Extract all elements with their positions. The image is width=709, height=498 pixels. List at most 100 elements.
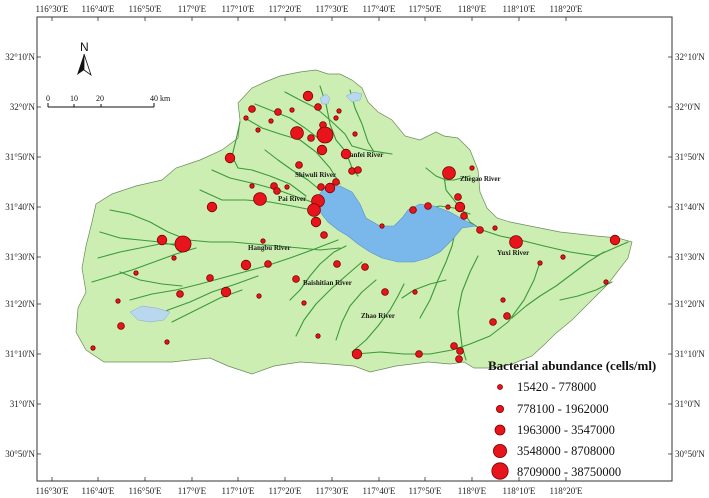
legend-symbol-4	[492, 443, 507, 458]
sampling-site-marker	[560, 254, 566, 260]
river-label-baishitian: Baishitian River	[303, 279, 352, 287]
sampling-site-marker	[243, 115, 249, 121]
sampling-site-marker	[224, 152, 236, 164]
lat-tick-label-right: 32°10'N	[675, 52, 705, 62]
lon-tick-label-top: 117°0'E	[178, 4, 207, 14]
sampling-site-marker	[292, 275, 300, 283]
lat-tick-label-right: 30°50'N	[675, 449, 705, 459]
sampling-site-marker	[268, 118, 274, 124]
sampling-site-marker	[412, 289, 418, 295]
reservoir-north	[345, 91, 363, 103]
lat-tick-label-left: 32°10'N	[5, 52, 35, 62]
sampling-site-marker	[509, 235, 523, 249]
lon-tick-label-bottom: 117°30'E	[316, 486, 349, 496]
sampling-site-marker	[476, 226, 484, 234]
chaohu-lake	[317, 185, 477, 263]
latitude-ticks-right: 32°10'N 32°0'N 31°50'N 31°40'N 31°30'N 31°20'…	[668, 52, 705, 459]
river-label-pai: Pai River	[278, 195, 306, 203]
sampling-site-marker	[249, 183, 255, 189]
scale-label-20: 20	[96, 94, 104, 103]
lon-tick-label-bottom: 118°20'E	[550, 486, 583, 496]
sampling-site-marker	[315, 333, 321, 339]
sampling-site-marker	[336, 108, 342, 114]
legend-label-4: 3548000 - 8708000	[517, 444, 615, 458]
lat-tick-label-left: 31°10'N	[5, 349, 35, 359]
sampling-site-marker	[290, 126, 304, 140]
sampling-site-marker	[302, 90, 314, 102]
legend-label-1: 15420 - 778000	[517, 380, 596, 394]
sampling-site-marker	[332, 178, 340, 186]
sampling-site-marker	[333, 115, 339, 121]
lon-tick-label-bottom: 118°10'E	[503, 486, 536, 496]
sampling-site-marker	[442, 166, 456, 180]
sampling-site-marker	[316, 144, 328, 156]
legend-label-5: 8709000 - 38750000	[517, 465, 621, 479]
lat-tick-label-right: 32°0'N	[675, 102, 701, 112]
sampling-site-marker	[307, 203, 321, 217]
lat-tick-label-right: 31°20'N	[675, 299, 705, 309]
river-label-zhegao: Zhegao River	[460, 175, 501, 183]
lon-tick-label-top: 117°20'E	[269, 4, 302, 14]
sampling-site-marker	[295, 161, 303, 169]
sampling-site-marker	[220, 286, 232, 298]
sampling-site-marker	[289, 107, 295, 113]
lat-tick-label-right: 31°30'N	[675, 252, 705, 262]
sampling-site-marker	[164, 339, 170, 345]
sampling-site-marker	[253, 192, 267, 206]
sampling-site-marker	[450, 342, 458, 350]
sampling-site-marker	[133, 270, 139, 276]
sampling-site-marker	[351, 348, 363, 360]
lon-tick-label-bottom: 117°20'E	[269, 486, 302, 496]
sampling-site-marker	[415, 350, 423, 358]
sampling-site-marker	[174, 235, 192, 253]
sampling-site-marker	[316, 126, 334, 144]
sampling-site-marker	[307, 134, 315, 142]
lon-tick-label-bottom: 117°50'E	[409, 486, 442, 496]
sampling-site-marker	[609, 234, 621, 246]
longitude-ticks-top: 116°30'E 116°40'E 116°50'E 117°0'E 117°10'E 1…	[36, 4, 583, 21]
lon-tick-label-bottom: 116°30'E	[36, 486, 69, 496]
sampling-site-marker	[206, 274, 214, 282]
legend-label-3: 1963000 - 3547000	[517, 423, 615, 437]
sampling-sites	[90, 90, 621, 363]
lon-tick-label-top: 117°50'E	[409, 4, 442, 14]
sampling-site-marker	[284, 184, 290, 190]
lon-tick-label-top: 116°40'E	[82, 4, 115, 14]
lon-tick-label-top: 117°40'E	[363, 4, 396, 14]
longitude-ticks-bottom: 116°30'E 116°40'E 116°50'E 117°0'E 117°10'E 1…	[36, 477, 583, 496]
sampling-site-marker	[424, 202, 432, 210]
scale-label-10: 10	[70, 94, 78, 103]
sampling-site-marker	[320, 231, 328, 239]
legend-symbol-5	[491, 462, 509, 480]
lon-tick-label-top: 116°50'E	[129, 4, 162, 14]
lat-tick-label-left: 31°0'N	[10, 399, 36, 409]
sampling-site-marker	[171, 255, 177, 261]
lon-tick-label-top: 116°30'E	[36, 4, 69, 14]
north-arrow-icon: N	[77, 40, 92, 77]
sampling-site-marker	[445, 204, 451, 210]
legend-symbol-2	[495, 404, 504, 413]
legend-label-2: 778100 - 1962000	[517, 402, 609, 416]
lat-tick-label-left: 31°30'N	[5, 252, 35, 262]
scale-label-40km: 40 km	[150, 94, 171, 103]
sampling-site-marker	[248, 105, 256, 113]
sampling-site-marker	[264, 260, 272, 268]
sampling-site-marker	[273, 187, 281, 195]
scale-bar: 0 10 20 40 km	[46, 94, 171, 108]
river-label-hangbu: Hangbu River	[248, 244, 291, 252]
sampling-site-marker	[156, 234, 168, 246]
sampling-site-marker	[409, 206, 417, 214]
lon-tick-label-top: 117°10'E	[222, 4, 255, 14]
sampling-site-marker	[454, 201, 466, 213]
sampling-site-marker	[117, 322, 125, 330]
sampling-site-marker	[503, 312, 511, 320]
sampling-site-marker	[379, 223, 385, 229]
lon-tick-label-top: 117°30'E	[316, 4, 349, 14]
lon-tick-label-top: 118°10'E	[503, 4, 536, 14]
lat-tick-label-left: 31°50'N	[5, 152, 35, 162]
sampling-site-marker	[492, 225, 498, 231]
lat-tick-label-left: 31°20'N	[5, 299, 35, 309]
river-label-shiwuli: Shiwuli River	[295, 171, 336, 179]
lon-tick-label-bottom: 116°40'E	[82, 486, 115, 496]
sampling-site-marker	[603, 279, 609, 285]
